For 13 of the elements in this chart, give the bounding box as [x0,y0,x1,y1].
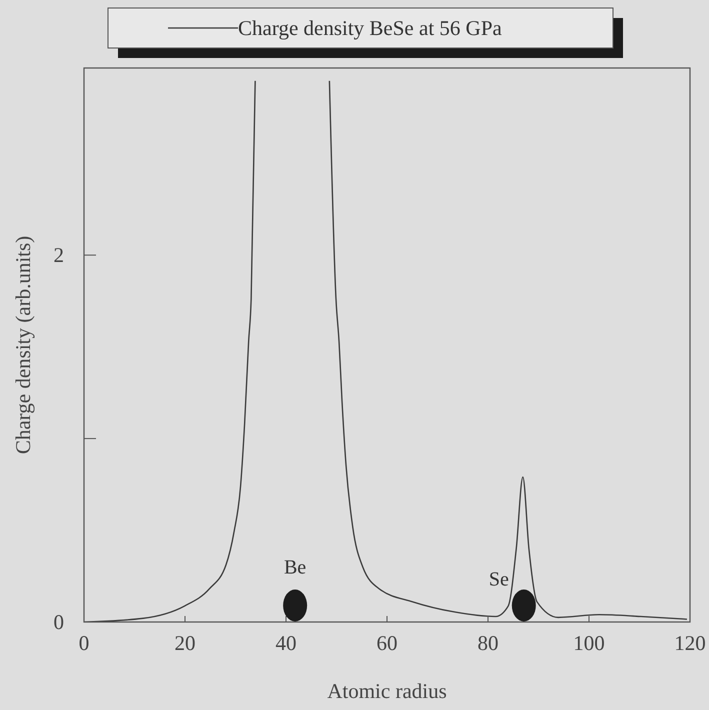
x-tick-label: 40 [276,631,296,655]
x-tick-label: 100 [573,631,605,655]
x-tick-label: 80 [478,631,498,655]
x-tick-label: 0 [78,631,90,655]
x-tick-label: 60 [376,631,398,655]
y-axis-title: Charge density (arb.units) [11,236,35,454]
y-tick-label: 2 [54,243,64,268]
annotation: Se [488,568,509,590]
annotation: Be [284,556,306,578]
x-axis-title: Atomic radius [327,679,447,703]
x-tick-label: 120 [674,631,706,655]
legend-label: Charge density BeSe at 56 GPa [238,16,502,40]
x-tick-label: 20 [174,631,196,655]
